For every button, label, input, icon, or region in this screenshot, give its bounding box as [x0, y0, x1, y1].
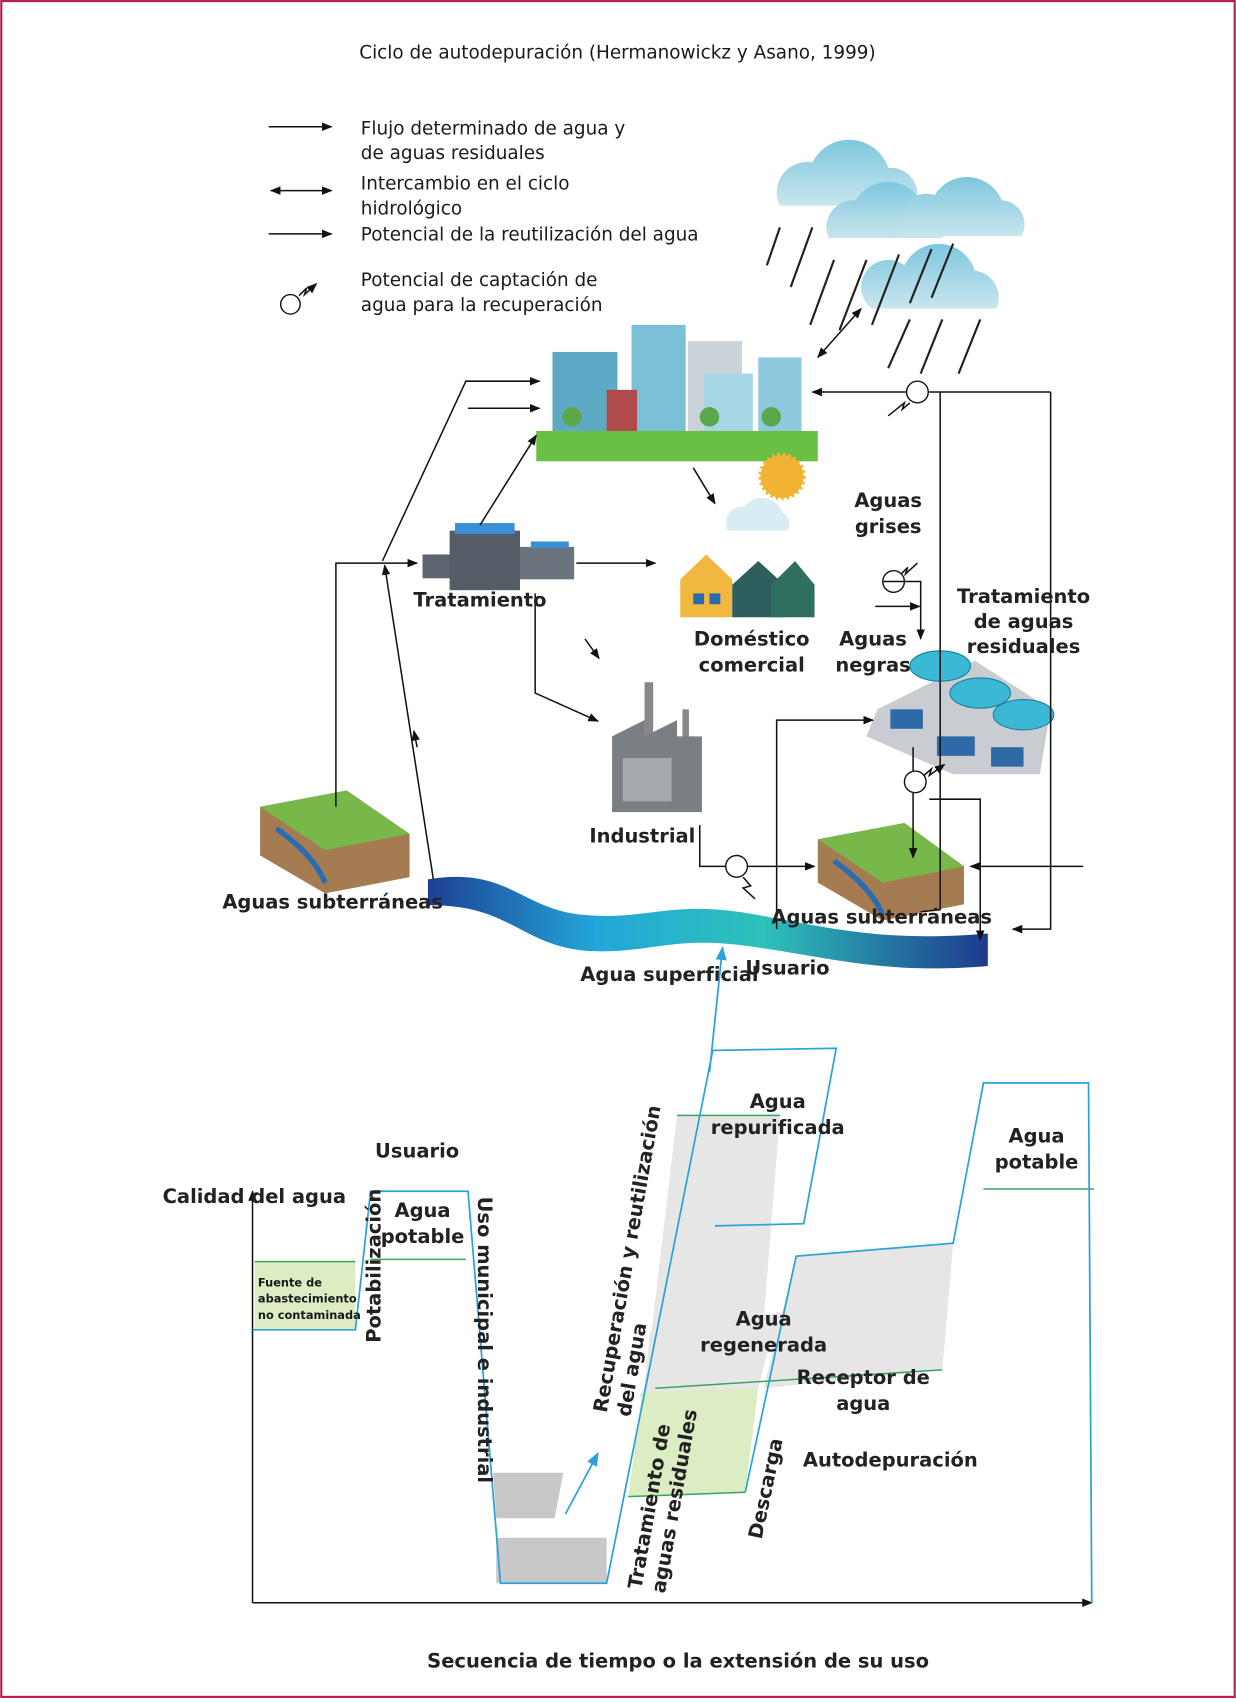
shape: [493, 1473, 563, 1518]
y-axis-label: Calidad del agua: [163, 1185, 346, 1208]
shape: [607, 390, 637, 433]
shape: [562, 407, 581, 426]
title: Ciclo de autodepuración (Hermanowickz y …: [359, 42, 875, 63]
label: Uso municipal e industrial: [473, 1197, 496, 1484]
label-line: Tratamiento: [957, 585, 1090, 608]
shape: [710, 593, 721, 604]
label-line: repurificada: [711, 1116, 845, 1139]
label: Industrial: [589, 825, 695, 848]
shape: [623, 758, 672, 801]
label-line: Aguas: [839, 627, 907, 650]
shape: [632, 325, 686, 433]
label-line: agua: [836, 1392, 890, 1415]
label-line: Agua: [750, 1090, 806, 1113]
shape: [890, 709, 922, 728]
figure: Ciclo de autodepuración (Hermanowickz y …: [0, 0, 1236, 1698]
shape: [520, 547, 574, 579]
label-line: Fuente de: [258, 1275, 322, 1289]
shape: [531, 541, 569, 547]
shape: [937, 736, 975, 755]
label-line: negras: [835, 653, 910, 676]
label-line: comercial: [699, 653, 805, 676]
shape: [700, 407, 719, 426]
label: Aguas subterráneas: [222, 891, 443, 914]
label-line: Agua: [395, 1199, 451, 1222]
shape: [760, 455, 803, 498]
shape: [993, 700, 1054, 730]
label: Tratamiento: [413, 588, 546, 611]
label-line: potable: [381, 1225, 465, 1248]
label: Agua superficial: [580, 963, 758, 986]
label-line: residuales: [967, 635, 1081, 658]
label: Usuario: [375, 1140, 459, 1163]
label-line: Agua: [1009, 1124, 1065, 1147]
shape: [455, 523, 515, 534]
shape: [693, 593, 704, 604]
label-line: Potencial de captación de: [361, 270, 598, 291]
label-line: abastecimiento: [258, 1292, 357, 1306]
label: Aguas subterráneas: [771, 906, 992, 929]
page: { "title": "Ciclo de autodepuración (Her…: [0, 0, 1236, 1698]
shape: [645, 682, 654, 736]
label-line: regenerada: [700, 1333, 827, 1356]
label-line: potable: [995, 1150, 1079, 1173]
label-line: Potencial de la reutilización del agua: [361, 224, 699, 245]
label-line: hidrológico: [361, 198, 462, 219]
shape: [450, 531, 520, 591]
shape: [991, 747, 1023, 766]
label-line: Agua: [736, 1307, 792, 1330]
label-line: agua para la recuperación: [361, 295, 603, 316]
label: Potabilización: [362, 1189, 385, 1343]
label: Usuario: [745, 957, 829, 980]
label-line: de aguas residuales: [361, 143, 545, 164]
label-line: no contaminada: [258, 1308, 361, 1322]
shape: [950, 678, 1011, 708]
x-axis-label: Secuencia de tiempo o la extensión de su…: [427, 1650, 929, 1673]
label-line: Aguas: [854, 489, 922, 512]
label-line: Intercambio en el ciclo: [361, 174, 570, 195]
label-line: grises: [855, 515, 922, 538]
label-line: Doméstico: [694, 627, 810, 650]
label-line: Flujo determinado de agua y: [361, 118, 626, 139]
legend-text: Potencial de la reutilización del agua: [361, 224, 699, 245]
label-line: Receptor de: [797, 1366, 930, 1389]
label-line: de aguas: [974, 610, 1074, 633]
label: Autodepuración: [803, 1448, 978, 1471]
shape: [496, 1538, 606, 1583]
frame: [1, 1, 1234, 1697]
shape: [761, 407, 780, 426]
